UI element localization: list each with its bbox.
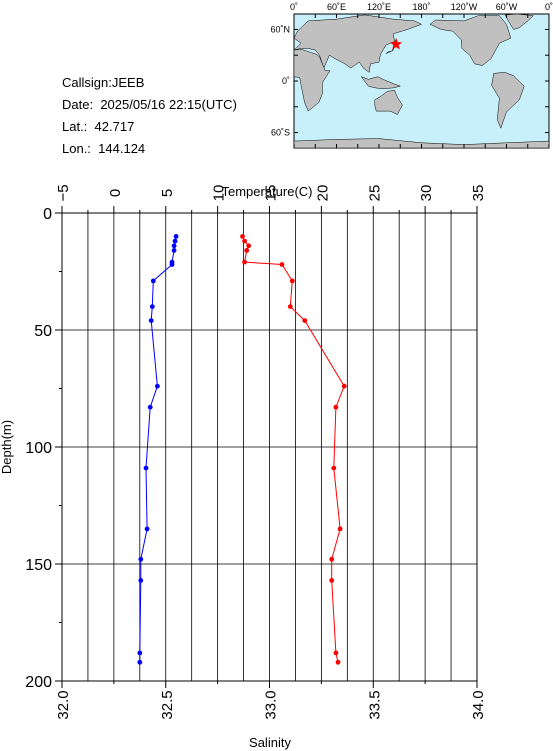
temperature-data-point bbox=[147, 404, 153, 410]
salinity-data-point bbox=[242, 259, 248, 265]
salinity-data-point bbox=[244, 248, 250, 253]
temperature-data-point bbox=[148, 318, 154, 323]
depth-tick-labels: 0 50 100 150 200 bbox=[25, 206, 52, 691]
temperature-tick-labels: −5 0 5 10 15 20 25 30 35 bbox=[55, 184, 487, 201]
salinity-tick-labels: 32.0 32.5 33.0 33.5 34.0 bbox=[55, 690, 487, 719]
temperature-data-point bbox=[138, 578, 144, 583]
station-marker-icon bbox=[390, 37, 403, 50]
lon-label: Lon.: bbox=[62, 141, 91, 156]
map-lon-label: 0˚ bbox=[290, 2, 298, 12]
salinity-data-point bbox=[289, 278, 295, 284]
temperature-data-point bbox=[171, 248, 177, 253]
salinity-data-point bbox=[240, 234, 245, 239]
salinity-data-point bbox=[341, 383, 347, 389]
map-marker bbox=[390, 37, 403, 50]
landmass-greenland bbox=[504, 13, 534, 30]
depth-tick-label: 150 bbox=[25, 557, 52, 574]
depth-tick-label: 200 bbox=[25, 674, 52, 691]
temperature-data-point bbox=[138, 556, 144, 562]
temperature-data-point bbox=[137, 650, 143, 656]
lat-label: Lat.: bbox=[62, 119, 88, 134]
salinity-tick-label: 33.0 bbox=[263, 690, 280, 719]
map-ticks bbox=[293, 14, 550, 148]
date-row: Date: 2025/05/16 22:15(UTC) bbox=[62, 94, 237, 116]
depth-axis-label: Depth(m) bbox=[0, 420, 14, 474]
salinity-tick-label: 33.5 bbox=[366, 690, 383, 719]
date-label: Date: bbox=[62, 97, 94, 112]
salinity-data-point bbox=[329, 556, 335, 562]
temperature-data-point bbox=[149, 304, 155, 309]
salinity-data-point bbox=[331, 465, 337, 471]
map-top-labels: 0˚ 60˚E 120˚E 180˚ 120˚W 60˚W 0˚ bbox=[290, 2, 553, 12]
depth-tick-label: 50 bbox=[34, 323, 52, 340]
map-lon-label: 120˚W bbox=[451, 2, 478, 12]
temperature-data-point bbox=[144, 526, 150, 532]
landmass-australia bbox=[374, 90, 403, 115]
map-left-labels: 60˚N 0˚ 60˚S bbox=[270, 24, 290, 137]
salinity-data-point bbox=[335, 659, 341, 665]
lon-row: Lon.: 144.124 bbox=[62, 138, 237, 160]
temperature-data-point bbox=[171, 243, 177, 249]
temperature-tick-label: −5 bbox=[55, 184, 72, 201]
map-lon-label: 120˚E bbox=[367, 2, 391, 12]
depth-tick-label: 0 bbox=[43, 206, 52, 223]
map-lat-label: 60˚N bbox=[270, 24, 290, 34]
landmass-indonesia bbox=[360, 76, 402, 89]
series-points bbox=[137, 234, 347, 665]
salinity-data-point bbox=[337, 526, 343, 532]
temperature-tick-label: 10 bbox=[211, 185, 228, 202]
salinity-tick-label: 32.0 bbox=[55, 690, 72, 719]
salinity-data-point bbox=[242, 238, 248, 244]
salinity-data-point bbox=[329, 578, 335, 583]
map-lon-label: 0˚ bbox=[545, 2, 553, 12]
temperature-tick-label: 20 bbox=[314, 185, 331, 202]
temperature-tick-label: 30 bbox=[418, 185, 435, 202]
temperature-data-point bbox=[169, 262, 175, 267]
salinity-tick-label: 32.5 bbox=[159, 690, 176, 719]
landmass-south-america bbox=[491, 72, 525, 129]
salinity-axis-label: Salinity bbox=[249, 735, 291, 750]
landmass-africa bbox=[293, 48, 331, 112]
map-lon-label: 60˚E bbox=[327, 2, 346, 12]
salinity-tick-label: 34.0 bbox=[470, 690, 487, 719]
salinity-data-point bbox=[287, 304, 293, 309]
temperature-data-point bbox=[155, 383, 160, 389]
map-lon-label: 60˚W bbox=[496, 2, 518, 12]
station-info: Callsign:JEEB Date: 2025/05/16 22:15(UTC… bbox=[62, 72, 237, 160]
salinity-data-point bbox=[333, 650, 339, 656]
temperature-data-point bbox=[150, 278, 156, 284]
temperature-data-point bbox=[172, 238, 178, 244]
temperature-data-point bbox=[137, 659, 143, 665]
temperature-tick-label: 0 bbox=[107, 189, 124, 197]
temperature-tick-label: 15 bbox=[263, 185, 280, 202]
salinity-data-point bbox=[246, 243, 252, 249]
depth-tick-label: 100 bbox=[25, 440, 52, 457]
temperature-axis-label: Temperature(C) bbox=[221, 184, 312, 199]
temperature-tick-label: 25 bbox=[366, 185, 383, 202]
lat-row: Lat.: 42.717 bbox=[62, 116, 237, 138]
temperature-tick-label: 35 bbox=[470, 185, 487, 202]
date-value: 2025/05/16 22:15(UTC) bbox=[100, 97, 237, 112]
temperature-tick-label: 5 bbox=[159, 189, 176, 197]
temperature-data-point bbox=[143, 465, 149, 471]
salinity-data-point bbox=[302, 318, 308, 323]
map-lat-label: 60˚S bbox=[271, 128, 290, 138]
callsign-label: Callsign:JEEB bbox=[62, 75, 145, 90]
lat-value: 42.717 bbox=[94, 119, 135, 134]
lon-value: 144.124 bbox=[98, 141, 146, 156]
landmass-north-america bbox=[429, 15, 512, 66]
world-map: 0˚ 60˚E 120˚E 180˚ 120˚W 60˚W 0˚ 60˚N 0˚ 60˚S bbox=[270, 2, 553, 149]
axis-ticks bbox=[55, 206, 478, 688]
salinity-data-point bbox=[279, 262, 285, 267]
map-lat-label: 0˚ bbox=[282, 76, 290, 86]
temperature-data-point bbox=[173, 234, 179, 239]
map-lon-label: 180˚ bbox=[412, 2, 430, 12]
salinity-data-point bbox=[333, 404, 339, 410]
